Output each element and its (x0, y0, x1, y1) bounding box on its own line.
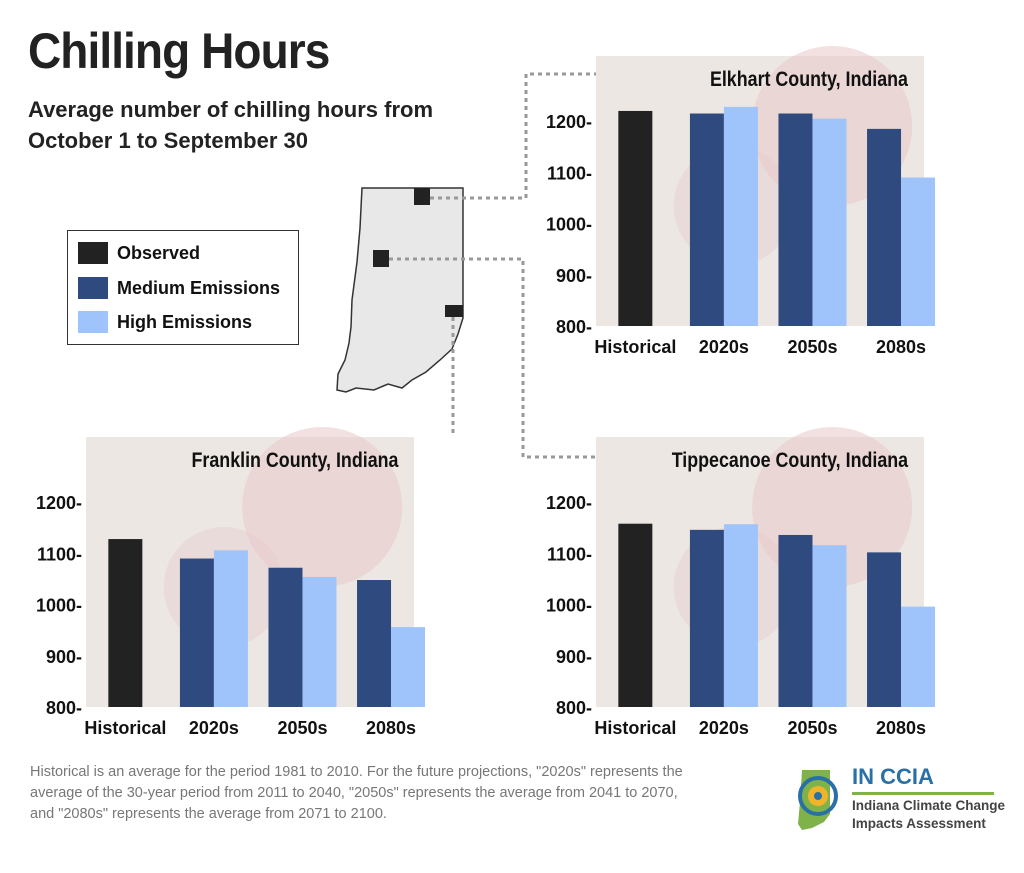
legend-swatch-high (78, 311, 108, 333)
legend-label-observed: Observed (117, 242, 201, 263)
bar-tippecanoe-2080s-medium (867, 552, 902, 707)
bar-tippecanoe-historical-observed (618, 523, 653, 707)
marker-franklin (445, 305, 463, 317)
y-tick-label: 1000- (546, 215, 592, 235)
legend-item-observed: Observed (78, 242, 200, 264)
bar-elkhart-historical-observed (618, 110, 653, 327)
logo-emblem-icon (798, 770, 838, 830)
bar-tippecanoe-2050s-medium (778, 534, 813, 707)
x-category-label: 2050s (787, 337, 837, 357)
x-category-label: 2080s (876, 337, 926, 357)
y-tick-label: 1100- (547, 544, 592, 564)
bar-franklin-2050s-high (302, 576, 337, 707)
chart-title-tippecanoe: Tippecanoe County, Indiana (671, 449, 908, 472)
chart-franklin-plot: 800- 900- 1000- 1100- 1200- Historical 2020s 20… (36, 427, 426, 738)
bar-elkhart-2020s-medium (689, 113, 724, 326)
page-title: Chilling Hours (28, 23, 330, 79)
logo-rule (852, 792, 994, 795)
x-category-label: Historical (594, 337, 676, 357)
connector-elkhart (430, 72, 770, 200)
legend-swatch-medium (78, 277, 108, 299)
x-category-label: 2020s (189, 718, 239, 738)
chart-title-elkhart: Elkhart County, Indiana (709, 68, 908, 91)
bar-tippecanoe-2050s-high (812, 545, 847, 707)
background-apple-shape (242, 427, 403, 587)
logo-name: IN CCIA (852, 764, 934, 789)
bar-tippecanoe-2020s-medium (689, 529, 724, 707)
legend-item-medium: Medium Emissions (78, 277, 280, 299)
y-tick-label: 800- (556, 698, 592, 718)
logo-line2: Impacts Assessment (852, 816, 986, 831)
y-tick-label: 800- (46, 698, 82, 718)
legend-swatch-observed (78, 242, 108, 264)
bar-franklin-2020s-high (213, 550, 248, 707)
page-subtitle: Average number of chilling hours from Oc… (28, 97, 434, 153)
bar-elkhart-2080s-high (901, 177, 936, 326)
y-tick-label: 1200- (36, 493, 82, 513)
y-tick-label: 900- (556, 647, 592, 667)
logo-line1: Indiana Climate Change (852, 798, 1006, 813)
bar-elkhart-2080s-medium (867, 128, 902, 326)
x-category-label: 2080s (366, 718, 416, 738)
marker-elkhart (414, 188, 430, 205)
bar-elkhart-2050s-high (812, 118, 847, 326)
x-category-label: 2020s (699, 337, 749, 357)
chart-elkhart: 800- 900- 1000- 1100- 1200- Historical 2020s 20… (524, 46, 936, 357)
chart-title-franklin: Franklin County, Indiana (191, 449, 398, 472)
bar-elkhart-2020s-high (723, 106, 758, 326)
legend-label-medium: Medium Emissions (117, 277, 281, 298)
in-ccia-logo: IN CCIA Indiana Climate Change Impacts A… (790, 762, 1005, 834)
legend: Observed Medium Emissions High Emissions (67, 230, 299, 345)
bar-franklin-2080s-high (391, 627, 426, 707)
legend-label-high: High Emissions (117, 311, 253, 332)
bar-elkhart-2050s-medium (778, 113, 813, 326)
x-category-label: 2080s (876, 718, 926, 738)
footnote: Historical is an average for the period … (30, 764, 683, 822)
x-category-label: 2020s (699, 718, 749, 738)
bar-franklin-2050s-medium (268, 567, 303, 707)
bar-franklin-2020s-medium (179, 558, 214, 707)
x-category-label: 2050s (787, 718, 837, 738)
chart-tippecanoe-plot: 800- 900- 1000- 1100- 1200- Historical 2020s 20… (546, 427, 936, 738)
chart-franklin: 800- 900- 1000- 1100- 1200- Historical 2020s 20… (14, 427, 426, 738)
indiana-outline (336, 187, 464, 393)
y-tick-label: 1100- (37, 544, 82, 564)
chart-tippecanoe: 800- 900- 1000- 1100- 1200- Historical 2020s 20… (524, 427, 936, 738)
x-category-label: 2050s (277, 718, 327, 738)
y-tick-label: 900- (46, 647, 82, 667)
bar-franklin-2080s-medium (357, 580, 392, 707)
chart-elkhart-plot: 800- 900- 1000- 1100- 1200- Historical 2020s 20… (546, 46, 936, 357)
y-tick-label: 1200- (546, 493, 592, 513)
y-tick-label: 800- (556, 317, 592, 337)
bar-tippecanoe-2020s-high (723, 524, 758, 707)
legend-item-high: High Emissions (78, 311, 252, 333)
y-tick-label: 1200- (546, 112, 592, 132)
x-category-label: Historical (594, 718, 676, 738)
marker-tippecanoe (373, 250, 389, 267)
y-tick-label: 900- (556, 266, 592, 286)
y-tick-label: 1000- (546, 596, 592, 616)
bar-tippecanoe-2080s-high (901, 606, 936, 707)
y-tick-label: 1000- (36, 596, 82, 616)
bar-franklin-historical-observed (108, 539, 143, 707)
y-tick-label: 1100- (547, 163, 592, 183)
x-category-label: Historical (84, 718, 166, 738)
